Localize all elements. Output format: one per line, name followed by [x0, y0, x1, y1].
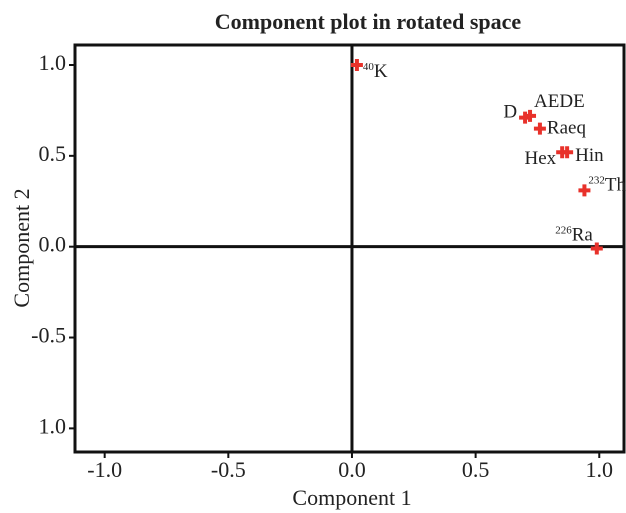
point-label: Hex: [525, 149, 557, 170]
x-tick-label: 0.5: [462, 457, 490, 482]
point-label-text: D: [503, 102, 517, 123]
point: [533, 122, 546, 135]
y-tick-label: -0.5: [31, 323, 66, 348]
point-label-text: Hex: [525, 149, 557, 170]
point: [350, 58, 363, 71]
point-label-sup: 40: [363, 61, 375, 73]
point: [578, 184, 591, 197]
point-label-sup: 226: [555, 224, 572, 236]
point-label-text: Raeq: [547, 118, 587, 139]
point-label-text: Th: [605, 175, 626, 196]
plot-frame: [73, 43, 626, 454]
point-label-text: AEDE: [534, 91, 585, 112]
point-label: 226Ra: [555, 224, 593, 246]
point-label-text: Hin: [575, 146, 604, 167]
x-tick-label: 0.0: [338, 457, 366, 482]
point-label: Hin: [575, 146, 604, 167]
chart-title: Component plot in rotated space: [215, 9, 522, 34]
point: [590, 242, 603, 255]
x-tick-label: -0.5: [211, 457, 246, 482]
x-tick-label: 1.0: [586, 457, 614, 482]
x-tick-label: -1.0: [87, 457, 122, 482]
point-label: D: [503, 102, 517, 123]
point-label: 232Th: [588, 174, 626, 196]
y-tick-label: 1.0: [39, 50, 67, 75]
point: [524, 109, 537, 122]
y-tick-label: 0.0: [39, 232, 67, 257]
y-axis-label: Component 2: [9, 188, 34, 307]
point-label: 40K: [363, 61, 388, 83]
point-label: Raeq: [547, 118, 587, 139]
x-axis-label: Component 1: [292, 485, 411, 510]
y-tick-label: 0.5: [39, 141, 67, 166]
point-label: AEDE: [534, 91, 585, 112]
point-label-sup: 232: [588, 174, 605, 186]
point: [561, 146, 574, 159]
point-label-text: Ra: [572, 225, 594, 246]
point-label-text: K: [374, 61, 388, 82]
y-tick-label: 1.0: [39, 413, 67, 438]
